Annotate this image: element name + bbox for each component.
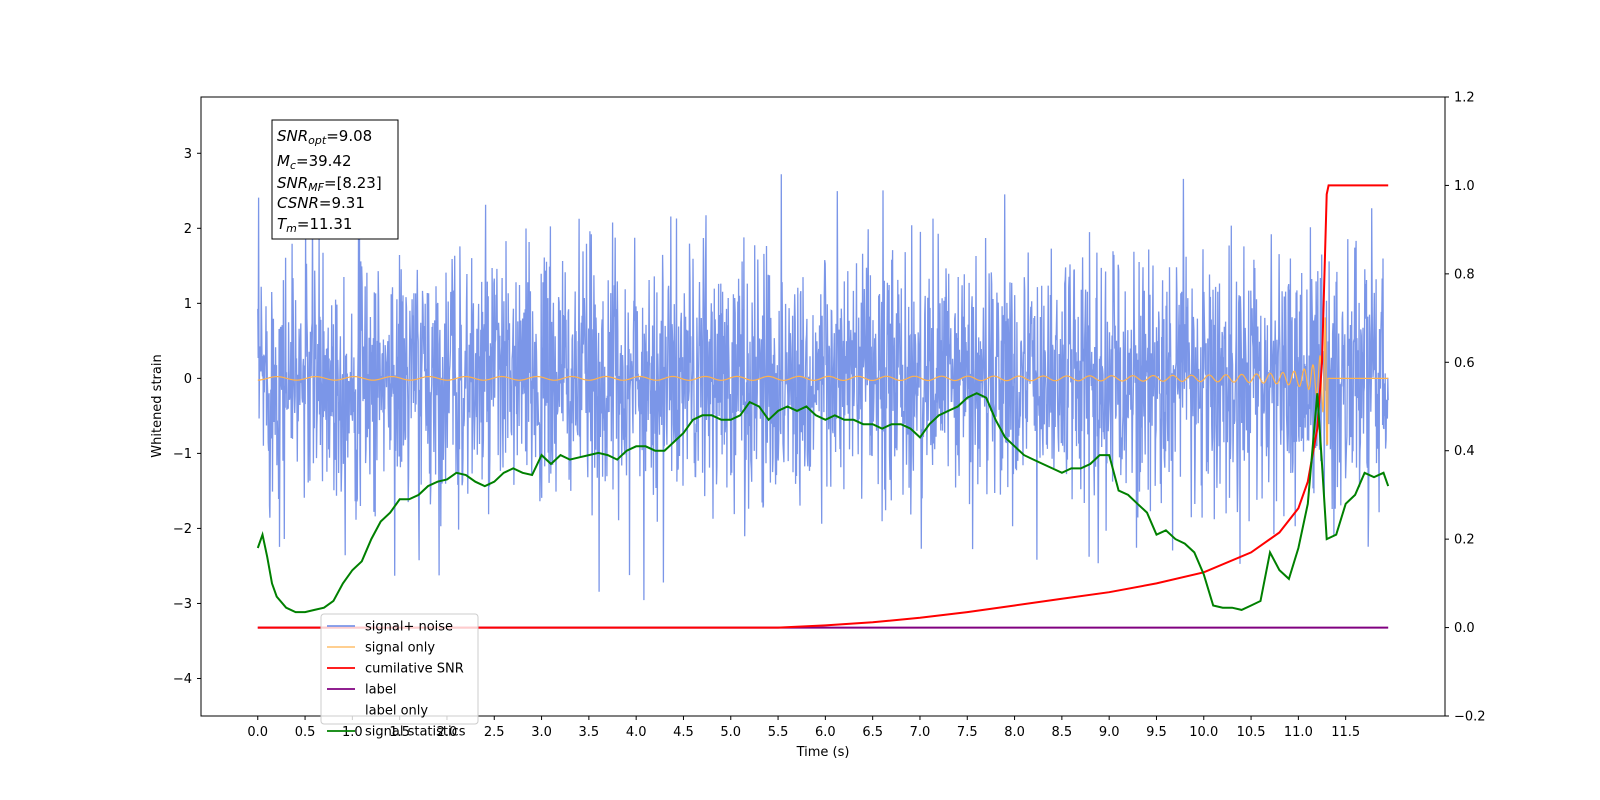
svg-text:label: label [365,683,396,698]
series-signal-noise [257,174,1389,601]
info-tm: Tm=11.31 [277,215,352,235]
y-axis-left: −4 −3 −2 −1 0 1 2 3 [173,147,201,687]
x-tick-label: 8.5 [1052,725,1073,740]
x-tick-label: 11.5 [1331,725,1360,740]
x-tick-label: 6.0 [815,725,836,740]
x-tick-label: 4.0 [626,725,647,740]
svg-text:cumilative SNR: cumilative SNR [365,662,464,677]
x-tick-label: 9.5 [1146,725,1167,740]
y-tick-label: −1 [173,447,192,462]
y-tick-label: −4 [173,672,192,687]
x-tick-label: 11.0 [1284,725,1313,740]
x-tick-label: 3.5 [579,725,600,740]
x-tick-label: 9.0 [1099,725,1120,740]
svg-text:signal only: signal only [365,641,435,656]
svg-text:signal+ noise: signal+ noise [365,620,453,635]
info-snr-opt: SNRopt=9.08 [277,127,372,147]
legend-signal-only: signal only [327,641,435,656]
x-tick-label: 10.5 [1237,725,1266,740]
svg-text:label only: label only [365,704,428,719]
y-axis-right: −0.2 0.0 0.2 0.4 0.6 0.8 1.0 1.2 [1445,91,1486,725]
y-tick-label: 1 [184,297,192,312]
y2-tick-label: 0.4 [1454,444,1475,459]
x-tick-label: 2.5 [484,725,505,740]
y2-tick-label: −0.2 [1454,710,1486,725]
y2-tick-label: 0.6 [1454,356,1475,371]
y2-tick-label: 0.2 [1454,533,1475,548]
x-tick-label: 1.0 [342,725,363,740]
x-tick-label: 3.0 [531,725,552,740]
legend: signal+ noise signal only cumilative SNR la… [320,613,479,740]
y-tick-label: 0 [184,372,192,387]
x-tick-label: 10.0 [1189,725,1218,740]
plot-area [256,174,1390,629]
x-tick-label: 0.5 [295,725,316,740]
plot-frame [200,96,1446,717]
info-csnr: CSNR=9.31 [277,194,365,212]
y-tick-label: 3 [184,147,192,162]
legend-signal-noise: signal+ noise [327,620,453,635]
x-tick-label: 5.5 [768,725,789,740]
legend-cumulative-snr: cumilative SNR [327,662,464,677]
x-tick-label: 4.5 [673,725,694,740]
x-tick-label: 8.0 [1004,725,1025,740]
x-tick-label: 5.0 [720,725,741,740]
svg-text:signal statistics: signal statistics [365,725,466,740]
info-mc: Mc=39.42 [277,152,352,172]
y2-tick-label: 0.8 [1454,267,1475,282]
x-axis: 0.0 0.5 1.0 1.5 2.0 2.5 3.0 3.5 4.0 4.5 5.0 5.5 6.0 6… [247,716,1360,740]
series-cumulative-snr [257,184,1389,629]
x-tick-label: 6.5 [862,725,883,740]
x-tick-label: 1.5 [389,725,410,740]
x-tick-label: 7.0 [910,725,931,740]
x-axis-label: Time (s) [796,745,850,760]
y-tick-label: −2 [173,522,192,537]
y2-tick-label: 1.0 [1454,179,1475,194]
y-axis-label: Whitened strain [150,354,165,457]
legend-label-only: label only [327,704,428,719]
y-tick-label: 2 [184,222,192,237]
legend-label: label [327,683,396,698]
y-tick-label: −3 [173,597,192,612]
info-snr-mf: SNRMF=[8.23] [277,174,382,194]
series-signal-statistics [256,392,1390,614]
y2-tick-label: 0.0 [1454,621,1475,636]
series-signal-only [257,317,1389,445]
x-tick-label: 7.5 [957,725,978,740]
info-box: SNRopt=9.08 Mc=39.42 SNRMF=[8.23] CSNR=9… [271,119,399,240]
legend-signal-statistics: signal statistics [327,725,466,740]
x-tick-label: 2.0 [437,725,458,740]
x-tick-label: 0.0 [247,725,268,740]
y2-tick-label: 1.2 [1454,91,1475,106]
